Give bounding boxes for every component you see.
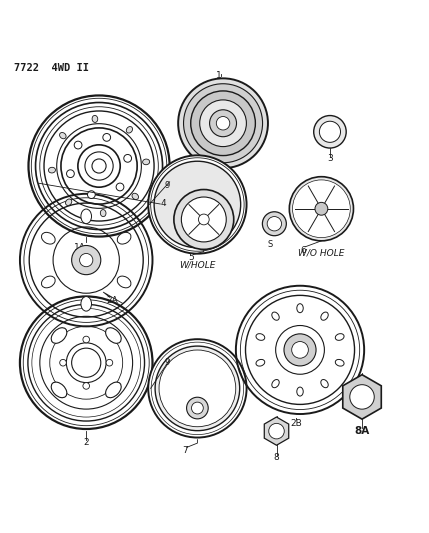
Ellipse shape bbox=[256, 334, 265, 341]
Text: 3: 3 bbox=[327, 154, 333, 163]
Ellipse shape bbox=[100, 209, 106, 216]
Circle shape bbox=[88, 191, 95, 198]
Circle shape bbox=[148, 339, 247, 438]
Circle shape bbox=[74, 141, 82, 149]
Circle shape bbox=[174, 190, 234, 249]
Ellipse shape bbox=[142, 159, 150, 165]
Circle shape bbox=[151, 342, 244, 434]
Ellipse shape bbox=[106, 382, 121, 398]
Circle shape bbox=[72, 246, 101, 274]
Circle shape bbox=[116, 183, 124, 191]
Ellipse shape bbox=[42, 232, 55, 244]
Circle shape bbox=[106, 359, 113, 366]
Circle shape bbox=[292, 342, 308, 358]
Text: W/O HOLE: W/O HOLE bbox=[298, 249, 344, 258]
Circle shape bbox=[210, 110, 236, 137]
Circle shape bbox=[92, 159, 106, 173]
Ellipse shape bbox=[335, 359, 344, 366]
Circle shape bbox=[289, 177, 353, 241]
Circle shape bbox=[66, 170, 74, 177]
Circle shape bbox=[83, 383, 90, 389]
Ellipse shape bbox=[51, 382, 67, 398]
Circle shape bbox=[199, 214, 209, 225]
Text: 2A: 2A bbox=[106, 296, 118, 305]
Ellipse shape bbox=[321, 312, 328, 320]
Text: 7722  4WD II: 7722 4WD II bbox=[14, 63, 88, 74]
Circle shape bbox=[60, 359, 66, 366]
Ellipse shape bbox=[60, 133, 66, 139]
Circle shape bbox=[187, 397, 208, 419]
Circle shape bbox=[184, 84, 263, 163]
Polygon shape bbox=[343, 375, 381, 419]
Text: 8: 8 bbox=[274, 454, 279, 462]
Text: 7: 7 bbox=[183, 446, 188, 455]
Circle shape bbox=[191, 402, 203, 414]
Circle shape bbox=[350, 385, 374, 409]
Text: 2B: 2B bbox=[290, 419, 302, 428]
Text: 9: 9 bbox=[165, 181, 170, 190]
Ellipse shape bbox=[48, 167, 55, 173]
Text: 8A: 8A bbox=[354, 426, 370, 437]
Text: 5: 5 bbox=[188, 253, 194, 262]
Ellipse shape bbox=[42, 276, 55, 288]
Circle shape bbox=[284, 334, 316, 366]
Circle shape bbox=[216, 117, 230, 130]
Ellipse shape bbox=[117, 276, 131, 288]
Ellipse shape bbox=[297, 387, 303, 396]
Circle shape bbox=[293, 180, 350, 238]
Ellipse shape bbox=[66, 199, 72, 206]
Ellipse shape bbox=[117, 232, 131, 244]
Circle shape bbox=[181, 197, 226, 242]
Text: 1A: 1A bbox=[74, 243, 86, 252]
Ellipse shape bbox=[335, 334, 344, 341]
Circle shape bbox=[151, 158, 244, 251]
Text: W/HOLE: W/HOLE bbox=[179, 261, 216, 270]
Text: 6: 6 bbox=[300, 246, 306, 255]
Circle shape bbox=[154, 161, 241, 248]
Circle shape bbox=[178, 78, 268, 168]
Polygon shape bbox=[264, 417, 289, 445]
Text: 1: 1 bbox=[216, 71, 222, 79]
Circle shape bbox=[200, 100, 246, 147]
Ellipse shape bbox=[272, 312, 279, 320]
Text: 4: 4 bbox=[160, 199, 166, 208]
Ellipse shape bbox=[132, 193, 139, 199]
Ellipse shape bbox=[81, 296, 91, 311]
Circle shape bbox=[124, 155, 132, 162]
Circle shape bbox=[148, 155, 247, 254]
Ellipse shape bbox=[272, 379, 279, 387]
Circle shape bbox=[263, 212, 286, 236]
Ellipse shape bbox=[297, 304, 303, 313]
Text: S: S bbox=[268, 240, 273, 249]
Circle shape bbox=[155, 346, 240, 431]
Ellipse shape bbox=[126, 126, 133, 133]
Circle shape bbox=[72, 348, 101, 377]
Ellipse shape bbox=[81, 209, 91, 224]
Circle shape bbox=[314, 116, 346, 148]
Text: 9: 9 bbox=[165, 358, 170, 367]
Circle shape bbox=[159, 350, 236, 427]
Circle shape bbox=[80, 254, 93, 266]
Circle shape bbox=[103, 133, 111, 141]
Ellipse shape bbox=[51, 328, 67, 343]
Circle shape bbox=[267, 216, 281, 231]
Ellipse shape bbox=[256, 359, 265, 366]
Text: 2: 2 bbox=[83, 439, 89, 447]
Circle shape bbox=[191, 91, 255, 156]
Ellipse shape bbox=[321, 379, 328, 387]
Circle shape bbox=[83, 336, 90, 343]
Ellipse shape bbox=[92, 116, 98, 123]
Circle shape bbox=[320, 121, 341, 142]
Circle shape bbox=[315, 203, 328, 215]
Circle shape bbox=[269, 423, 284, 439]
Ellipse shape bbox=[106, 328, 121, 343]
